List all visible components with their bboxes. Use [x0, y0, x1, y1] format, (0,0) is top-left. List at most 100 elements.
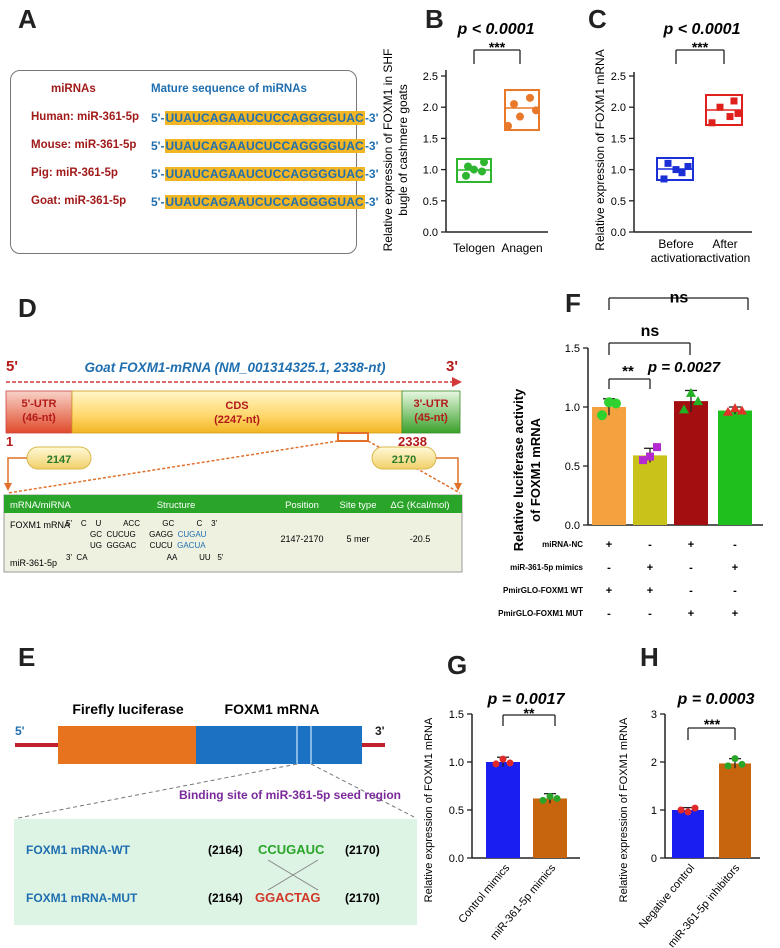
panel-h-point — [677, 806, 685, 814]
panel-b-chart: p < 0.0001 *** Relative expression of FO… — [381, 21, 548, 255]
position-end: 2338 — [398, 434, 427, 449]
panel-h-point — [738, 760, 746, 768]
sign-mimics-4: + — [732, 562, 738, 574]
panel-h-pvalue: p = 0.0003 — [677, 691, 755, 708]
sign-mimics-1: - — [607, 562, 611, 574]
sign-wt-2: + — [647, 585, 653, 597]
utr3-length: (45-nt) — [414, 412, 448, 424]
structure-line-2: GC CUCUG GAGG CUGAU — [90, 530, 207, 539]
sign-mimics-2: + — [647, 562, 653, 574]
panel-c-tick-label-1: 0.5 — [611, 196, 626, 208]
panel-g-point — [553, 794, 561, 802]
panel-b-xlabel-anagen: Anagen — [501, 241, 542, 255]
panel-f-significance: ** — [622, 363, 634, 380]
panel-g-point — [499, 755, 507, 763]
sign-nc-2: - — [648, 539, 652, 551]
panel-label-f: F — [565, 288, 581, 318]
panel-f-ylabel-line2: of FOXM1 mRNA — [528, 417, 543, 522]
panel-label-a: A — [18, 4, 37, 34]
cds-length: (2247-nt) — [214, 414, 260, 426]
panel-g-significance: ** — [524, 705, 535, 721]
mature-sequence-header: Mature sequence of miRNAs — [151, 83, 307, 95]
mirna-name-pig: Pig: miR-361-5p — [31, 167, 118, 179]
binding-position: 2147-2170 — [280, 534, 323, 544]
mut-start: (2164) — [208, 891, 243, 905]
panel-c-point — [726, 113, 734, 121]
panel-g-ylabel: Relative expression of FOXM1 mRNA — [423, 717, 435, 902]
sign-wt-4: - — [733, 585, 737, 597]
foxm1-mrna-block — [196, 726, 362, 764]
panel-f-tick-label-0: 0.0 — [565, 520, 580, 532]
panel-c-significance: *** — [692, 39, 709, 55]
binding-site-box — [14, 819, 417, 925]
panel-h-tick-label-0: 0 — [651, 853, 657, 865]
panel-b-tick-label-0: 0.0 — [423, 227, 438, 239]
panel-g-point — [492, 760, 500, 768]
sign-mut-2: - — [648, 608, 652, 620]
panel-c-tick-label-2: 1.0 — [611, 165, 626, 177]
panel-c-xlabel-after-1: After — [712, 237, 737, 251]
panel-f-point — [639, 456, 647, 465]
panel-b-point — [526, 93, 534, 102]
sign-mimics-3: - — [689, 562, 693, 574]
panel-b-point — [462, 171, 470, 180]
sign-mut-3: + — [688, 608, 694, 620]
panel-c-xlabel-before-1: Before — [658, 237, 694, 251]
utr5-length: (46-nt) — [22, 412, 56, 424]
panel-c-tick-label-5: 2.5 — [611, 71, 626, 83]
panel-e-diagram: 5' 3' Firefly luciferase FOXM1 mRNA Bind… — [14, 701, 417, 925]
panel-c-point — [678, 169, 686, 177]
foxm1-label: FOXM1 mRNA — [225, 701, 320, 717]
panel-g-tick-label-3: 1.5 — [449, 709, 464, 721]
panel-h-tick-label-3: 3 — [651, 709, 657, 721]
panel-c-ylabel: Relative expression of FOXM1 mRNA — [593, 49, 607, 250]
binding-delta-g: -20.5 — [410, 534, 431, 544]
cds-label: CDS — [225, 400, 248, 412]
panel-label-b: B — [425, 4, 444, 34]
panel-c-point — [660, 175, 668, 183]
binding-site-type: 5 mer — [346, 534, 369, 544]
structure-line-1: 5' C U ACC GC C 3' — [66, 519, 218, 528]
panel-f-point — [730, 403, 740, 413]
panel-b-ylabel-line1: Relative expression of FOXM1 in SHF — [381, 49, 395, 252]
panel-b-significance: *** — [489, 39, 506, 55]
panel-f-tick-label-3: 1.5 — [565, 343, 580, 355]
panel-f-point — [597, 410, 607, 421]
condition-label-mut: PmirGLO-FOXM1 MUT — [498, 609, 583, 618]
sign-wt-3: - — [689, 585, 693, 597]
panel-b-tick-label-1: 0.5 — [423, 196, 438, 208]
panel-c-point — [708, 119, 716, 127]
panel-b-tick-label-2: 1.0 — [423, 165, 438, 177]
mut-end: (2170) — [345, 891, 380, 905]
panel-c-tick-label-4: 2.0 — [611, 102, 626, 114]
condition-label-mimics: miR-361-5p mimics — [510, 563, 583, 572]
panel-c-pvalue: p < 0.0001 — [663, 21, 741, 38]
header-mrna-mirna: mRNA/miRNA — [10, 500, 71, 511]
structure-line-4: 3' CA AA UU 5' — [66, 553, 224, 562]
sign-nc-3: + — [688, 539, 694, 551]
panel-h-point — [724, 762, 732, 770]
panel-b-tick-label-5: 2.5 — [423, 71, 438, 83]
panel-g-tick-label-1: 0.5 — [449, 805, 464, 817]
panel-c-point — [664, 159, 672, 167]
panel-h-bar-1 — [719, 763, 751, 858]
panel-b-xlabel-telogen: Telogen — [453, 241, 495, 255]
condition-label-wt: PmirGLO-FOXM1 WT — [503, 586, 583, 595]
mut-name: FOXM1 mRNA-MUT — [26, 891, 138, 905]
header-position: Position — [285, 500, 319, 511]
panel-b-point — [504, 121, 512, 130]
panel-label-d: D — [18, 293, 37, 323]
panel-g-point — [546, 793, 554, 801]
panel-c-xlabel-after-2: activation — [700, 251, 751, 265]
panel-h-significance: *** — [704, 716, 721, 732]
panel-c-point — [684, 162, 692, 170]
mirna-sequence-human: 5'-UUAUCAGAAUCUCCAGGGGUAC-3' — [151, 111, 379, 125]
panel-g-tick-label-0: 0.0 — [449, 853, 464, 865]
mirna-sequence-mouse: 5'-UUAUCAGAAUCUCCAGGGGUAC-3' — [151, 139, 379, 153]
panel-b-point — [516, 112, 524, 121]
panel-b-ylabel-line2: bugle of cashmere goats — [396, 84, 410, 215]
utr5-label: 5'-UTR — [21, 398, 56, 410]
mirna-name-mouse: Mouse: miR-361-5p — [31, 139, 137, 151]
mirnas-header: miRNAs — [51, 83, 96, 95]
panel-c-point — [734, 109, 742, 117]
